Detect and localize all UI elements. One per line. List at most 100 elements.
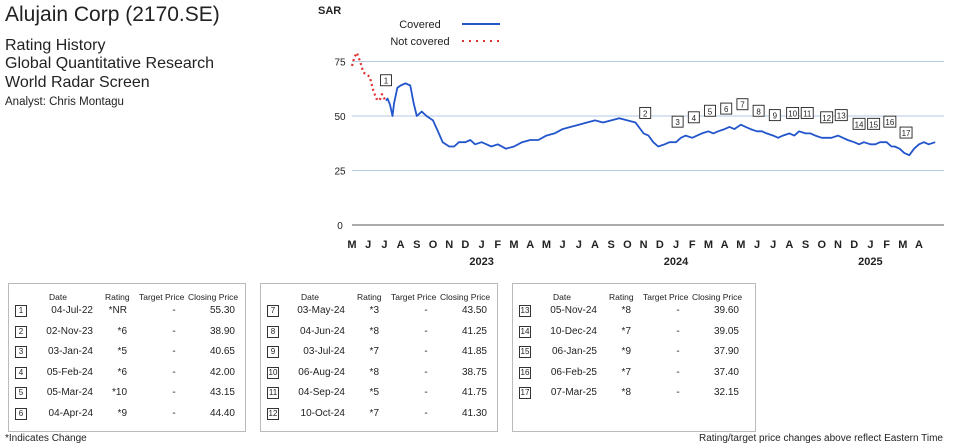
cell-closing-price: 40.65 xyxy=(209,346,235,357)
rating-marker-box xyxy=(380,74,392,87)
x-tick-label: J xyxy=(560,239,566,251)
cell-rating: *8 xyxy=(369,366,379,378)
cell-rating: *NR xyxy=(108,305,127,316)
x-tick-label: A xyxy=(397,239,405,251)
cell-rating: *3 xyxy=(369,305,379,316)
rating-marker-label: 17 xyxy=(902,129,911,138)
x-tick-label: M xyxy=(898,239,907,251)
rating-marker-box xyxy=(820,111,834,124)
cell-closing-price: 37.40 xyxy=(713,366,739,378)
rating-marker-box xyxy=(867,117,881,130)
cell-rating: *5 xyxy=(369,387,379,398)
cell-target-price: - xyxy=(172,407,176,419)
rating-marker: 4 xyxy=(687,111,700,124)
x-tick-label: A xyxy=(915,239,923,251)
rating-marker-label: 4 xyxy=(692,114,697,123)
rating-marker: 7 xyxy=(736,98,749,111)
table-row: 3 03-Jan-24 *5 - 40.65 xyxy=(9,342,245,362)
rating-marker-label: 7 xyxy=(740,101,745,110)
rating-marker: 14 xyxy=(852,117,866,130)
cell-date: 06-Aug-24 xyxy=(298,366,345,378)
table-row: 8 04-Jun-24 *8 - 41.25 xyxy=(261,322,497,342)
x-tick-label: S xyxy=(413,239,420,251)
rating-number-box: 5 xyxy=(15,387,27,399)
cell-rating: *7 xyxy=(621,366,631,378)
rating-marker-box xyxy=(800,106,814,119)
cell-rating: *10 xyxy=(111,387,127,398)
x-tick-label: M xyxy=(736,239,745,251)
rating-marker-label: 5 xyxy=(708,107,713,116)
column-header-date: Date xyxy=(49,292,67,302)
year-label: 2025 xyxy=(858,256,882,268)
column-header-closing: Closing Price xyxy=(440,292,491,302)
rating-marker-label: 2 xyxy=(643,109,648,118)
rating-marker-box xyxy=(883,115,897,128)
x-tick-label: F xyxy=(689,239,696,251)
rating-marker-box xyxy=(704,104,716,117)
rating-marker-box xyxy=(671,115,684,128)
cell-date: 03-May-24 xyxy=(297,305,345,316)
column-header-rating: Rating xyxy=(105,292,130,302)
cell-closing-price: 38.75 xyxy=(461,366,487,378)
cell-target-price: - xyxy=(424,305,428,316)
x-tick-label: D xyxy=(656,239,664,251)
table-row: 5 05-Mar-24 *10 - 43.15 xyxy=(9,383,245,403)
rating-marker: 8 xyxy=(752,104,765,117)
cell-rating: *6 xyxy=(117,325,127,337)
cell-closing-price: 41.30 xyxy=(461,407,487,419)
x-tick-label: A xyxy=(785,239,793,251)
rating-marker: 11 xyxy=(800,106,814,119)
rating-number-box: 3 xyxy=(15,346,27,358)
cell-target-price: - xyxy=(676,305,680,316)
rating-marker-box xyxy=(639,106,652,119)
x-tick-label: J xyxy=(770,239,776,251)
cell-closing-price: 37.90 xyxy=(713,346,739,357)
column-header-target: Target Price xyxy=(139,292,185,302)
cell-date: 10-Oct-24 xyxy=(300,407,345,419)
cell-closing-price: 38.90 xyxy=(209,325,235,337)
cell-rating: *9 xyxy=(117,407,127,419)
y-tick-label: 0 xyxy=(337,221,343,232)
cell-closing-price: 39.05 xyxy=(713,325,739,337)
rating-number-box: 17 xyxy=(519,387,531,399)
x-tick-label: O xyxy=(623,239,632,251)
rating-number-box: 13 xyxy=(519,305,531,317)
rating-number-box: 16 xyxy=(519,366,531,379)
cell-closing-price: 32.15 xyxy=(713,387,739,398)
table-header: Date Rating Target Price Closing Price xyxy=(513,292,755,312)
change-footnote: *Indicates Change xyxy=(5,433,87,444)
analyst-name: Analyst: Chris Montagu xyxy=(5,96,124,108)
table-header: Date Rating Target Price Closing Price xyxy=(9,292,245,312)
rating-marker: 10 xyxy=(786,106,800,119)
cell-closing-price: 43.15 xyxy=(209,387,235,398)
cell-rating: *7 xyxy=(369,346,379,357)
cell-target-price: - xyxy=(676,346,680,357)
rating-marker-label: 15 xyxy=(869,120,878,129)
series-line-covered xyxy=(385,82,936,157)
x-tick-label: N xyxy=(834,239,842,251)
rating-marker-box xyxy=(852,117,866,130)
cell-rating: *7 xyxy=(621,325,631,337)
cell-target-price: - xyxy=(172,366,176,378)
rating-marker-box xyxy=(736,98,749,111)
table-row: 15 06-Jan-25 *9 - 37.90 xyxy=(513,342,755,362)
table-row: 7 03-May-24 *3 - 43.50 xyxy=(261,301,497,321)
rating-marker: 1 xyxy=(380,74,392,87)
cell-closing-price: 55.30 xyxy=(209,305,235,316)
subtitle-screen-name: World Radar Screen xyxy=(5,74,150,91)
table-row: 10 06-Aug-24 *8 - 38.75 xyxy=(261,363,497,383)
table-row: 16 06-Feb-25 *7 - 37.40 xyxy=(513,363,755,383)
x-tick-label: M xyxy=(347,239,356,251)
x-tick-label: O xyxy=(818,239,827,251)
x-tick-label: J xyxy=(576,239,582,251)
rating-table-1: Date Rating Target Price Closing Price 1 04-J… xyxy=(8,283,246,432)
rating-marker-label: 16 xyxy=(885,118,894,127)
rating-marker-label: 3 xyxy=(675,118,680,127)
subtitle-research-group: Global Quantitative Research xyxy=(5,55,214,72)
table-row: 17 07-Mar-25 *8 - 32.15 xyxy=(513,383,755,403)
rating-marker: 12 xyxy=(820,111,834,124)
cell-date: 07-Mar-25 xyxy=(550,387,597,398)
x-tick-label: M xyxy=(542,239,551,251)
cell-date: 04-Sep-24 xyxy=(298,387,345,398)
table-row: 1 04-Jul-22 *NR - 55.30 xyxy=(9,301,245,321)
